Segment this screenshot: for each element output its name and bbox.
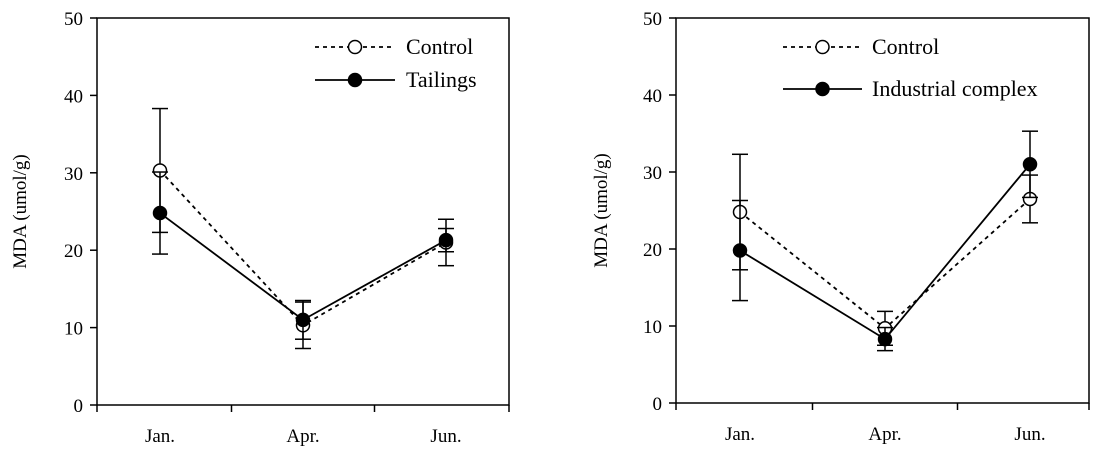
y-tick-label: 40: [643, 86, 662, 107]
x-tick-label: Apr.: [286, 426, 319, 447]
series-1: [732, 153, 1038, 346]
legend-label: Industrial complex: [872, 76, 1038, 101]
x-tick-label: Jun.: [430, 426, 461, 447]
y-tick-label: 20: [643, 240, 662, 261]
data-point: [152, 205, 168, 221]
y-tick-label: 40: [64, 86, 83, 107]
chart-panel-2: 0 10 20 30 40 50 Jan. Apr. Jun. MDA (umol/g) Contr…: [591, 9, 1090, 445]
y-tick-label: 30: [64, 164, 83, 185]
y-tick-label: 10: [643, 317, 662, 338]
y-tick-label: 30: [643, 163, 662, 184]
y-axis-label: MDA (umol/g): [591, 153, 612, 268]
data-point: [1022, 157, 1038, 172]
legend-entry-2: Industrial complex: [783, 76, 1038, 101]
legend-entry-1: Control: [315, 34, 473, 59]
legend-marker: [347, 72, 363, 88]
plot-frame: [675, 17, 1090, 404]
legend-label: Control: [872, 34, 939, 59]
y-tick-label: 0: [74, 396, 84, 417]
data-point: [438, 232, 454, 248]
data-point: [295, 312, 311, 328]
series-2: [732, 130, 1038, 352]
x-tick-label: Jan.: [145, 426, 175, 447]
data-point: [877, 331, 893, 347]
y-tick-label: 50: [64, 9, 83, 30]
y-tick-label: 10: [64, 319, 83, 340]
legend-marker: [815, 81, 830, 97]
x-tick-label: Jan.: [725, 424, 755, 445]
legend-entry-2: Tailings: [315, 67, 477, 92]
legend-label: Control: [406, 34, 473, 59]
plot-frame: [96, 17, 510, 406]
y-tick-label: 50: [643, 9, 662, 30]
data-point: [732, 243, 748, 258]
x-tick-label: Apr.: [868, 424, 901, 445]
legend-marker: [815, 39, 830, 55]
chart-panel-1: 0 10 20 30 40 50 Jan. Apr. Jun. MDA (umol/g) Contr…: [10, 9, 510, 447]
y-tick-label: 0: [653, 394, 663, 415]
series-2: [152, 171, 454, 340]
legend-entry-1: Control: [783, 34, 939, 59]
legend-label: Tailings: [406, 67, 477, 92]
y-tick-label: 20: [64, 241, 83, 262]
x-tick-label: Jun.: [1014, 424, 1045, 445]
legend-marker: [347, 39, 363, 55]
y-axis-label: MDA (umol/g): [10, 154, 31, 269]
series-line: [739, 198, 1031, 330]
